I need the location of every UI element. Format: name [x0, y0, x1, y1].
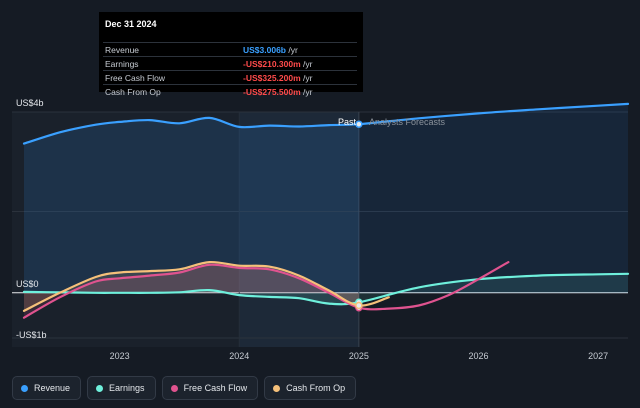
tooltip-row-free-cash-flow: Free Cash Flow -US$325.200m /yr	[99, 71, 363, 84]
legend-dot	[170, 384, 178, 392]
series-area-revenue	[24, 117, 359, 293]
forecast-area-revenue	[358, 103, 628, 293]
legend-item-cash-from-op[interactable]: Cash From Op	[264, 376, 357, 400]
legend-label: Free Cash Flow	[183, 383, 248, 393]
tooltip-value: -US$210.300m /yr	[243, 59, 313, 69]
series-area-earnings	[24, 290, 359, 304]
tooltip-divider	[103, 70, 357, 71]
tooltip-row-cash-from-op: Cash From Op -US$275.500m /yr	[99, 85, 363, 98]
tooltip-label: Cash From Op	[105, 87, 161, 97]
tooltip-label: Revenue	[105, 45, 140, 55]
legend-dot	[273, 384, 281, 392]
x-tick-label: 2027	[588, 351, 608, 361]
legend-item-earnings[interactable]: Earnings	[87, 376, 156, 400]
tooltip-value: -US$275.500m /yr	[243, 87, 313, 97]
series-line-free-cash-flow	[22, 261, 510, 319]
legend: Revenue Earnings Free Cash Flow Cash Fro…	[12, 376, 357, 401]
marker-revenue	[355, 120, 363, 128]
y-tick-label: US$0	[16, 279, 39, 289]
tooltip-divider	[103, 56, 357, 57]
forecast-area-earnings	[358, 273, 628, 303]
tooltip-divider	[103, 84, 357, 85]
tooltip-value: US$3.006b /yr	[243, 45, 298, 55]
tooltip-date: Dec 31 2024	[105, 19, 157, 29]
highlight-band	[239, 112, 359, 347]
tooltip-divider	[103, 42, 357, 43]
tooltip-row-earnings: Earnings -US$210.300m /yr	[99, 57, 363, 70]
series-line-revenue	[22, 102, 630, 145]
tooltip-label: Free Cash Flow	[105, 73, 165, 83]
past-label: Past	[338, 117, 357, 127]
marker-cash-from-op	[355, 301, 363, 310]
legend-dot	[21, 384, 28, 392]
x-tick-label: 2023	[110, 351, 130, 361]
x-tick-label: 2024	[229, 351, 249, 361]
x-tick-label: 2026	[468, 351, 488, 361]
series-line-earnings	[22, 272, 630, 306]
x-tick-label: 2025	[349, 351, 369, 361]
legend-item-free-cash-flow[interactable]: Free Cash Flow	[161, 376, 259, 400]
legend-label: Earnings	[109, 383, 145, 393]
series-line-cash-from-op	[22, 260, 390, 312]
tooltip-value: -US$325.200m /yr	[243, 73, 313, 83]
tooltip-label: Earnings	[105, 59, 139, 69]
tooltip: Dec 31 2024 Revenue US$3.006b /yr Earnin…	[99, 12, 363, 97]
y-tick-label: US$4b	[16, 98, 44, 108]
tooltip-row-revenue: Revenue US$3.006b /yr	[99, 43, 363, 56]
legend-label: Revenue	[34, 383, 71, 393]
legend-item-revenue[interactable]: Revenue	[12, 376, 82, 400]
y-tick-label: -US$1b	[16, 330, 47, 340]
forecast-label: Analysts Forecasts	[369, 117, 446, 127]
legend-dot	[96, 384, 104, 392]
legend-label: Cash From Op	[286, 383, 346, 393]
